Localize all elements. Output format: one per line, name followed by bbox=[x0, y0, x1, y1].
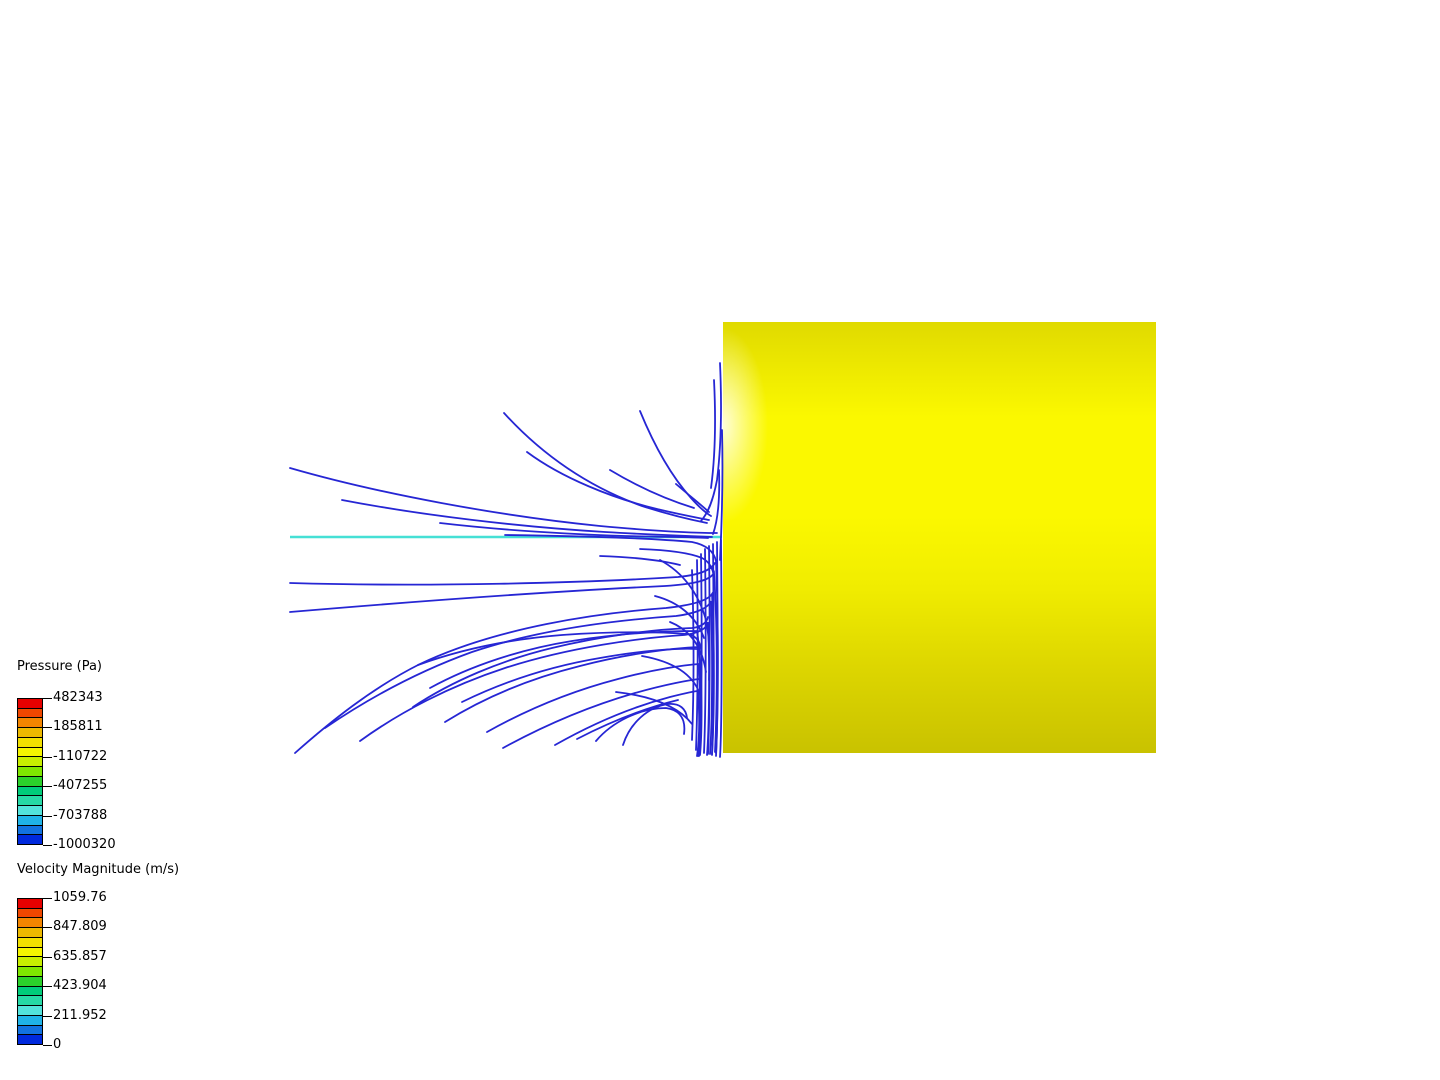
pressure-tickmarks bbox=[43, 698, 52, 846]
streamline bbox=[659, 559, 711, 681]
streamline bbox=[526, 451, 710, 521]
pressure-tick-label: -110722 bbox=[53, 748, 108, 764]
streamline bbox=[691, 569, 695, 741]
pressure-legend: Pressure (Pa) 482343 185811 -110722 -407… bbox=[17, 659, 227, 869]
velocity-tick-label: 1059.76 bbox=[53, 890, 107, 905]
velocity-tick-label: 423.904 bbox=[53, 978, 107, 994]
streamline bbox=[412, 616, 709, 708]
streamline bbox=[699, 553, 703, 753]
pressure-tick-label: 482343 bbox=[53, 690, 103, 705]
streamline bbox=[502, 678, 700, 749]
streamline bbox=[609, 469, 695, 509]
streamline bbox=[710, 379, 716, 489]
streamline bbox=[461, 647, 698, 703]
pressure-tick-label: -703788 bbox=[53, 807, 108, 823]
streamline bbox=[615, 691, 693, 725]
streamline bbox=[289, 562, 716, 586]
velocity-tick-label: 847.809 bbox=[53, 919, 107, 935]
pressure-tick-label: -1000320 bbox=[53, 836, 116, 852]
streamline bbox=[669, 621, 707, 673]
streamline bbox=[324, 600, 713, 755]
velocity-colorbar bbox=[17, 898, 43, 1045]
streamline bbox=[695, 559, 699, 751]
streamline bbox=[700, 362, 722, 522]
streamline bbox=[595, 707, 686, 742]
velocity-tick-label: 211.952 bbox=[53, 1007, 107, 1023]
pressure-legend-title: Pressure (Pa) bbox=[17, 659, 103, 674]
streamline bbox=[703, 548, 707, 754]
streamline bbox=[599, 555, 681, 566]
streamline bbox=[654, 595, 705, 639]
streamline bbox=[576, 699, 679, 740]
streamline bbox=[359, 621, 710, 756]
pressure-ticklabels: 482343 185811 -110722 -407255 -703788 -1… bbox=[53, 690, 116, 853]
streamline bbox=[439, 522, 709, 539]
velocity-tick-label: 0 bbox=[53, 1036, 62, 1052]
streamline bbox=[486, 663, 701, 757]
streamline bbox=[341, 499, 713, 538]
pressure-tick-label: -407255 bbox=[53, 778, 108, 794]
streamline bbox=[719, 539, 723, 758]
streamline bbox=[622, 703, 688, 746]
streamline bbox=[712, 469, 721, 535]
streamline bbox=[503, 412, 708, 524]
velocity-legend: Velocity Magnitude (m/s) 1059.76 847.809… bbox=[17, 862, 227, 1072]
pressure-colorbar bbox=[17, 698, 43, 845]
cylinder-geometry[interactable] bbox=[723, 322, 1156, 753]
streamline bbox=[711, 543, 715, 756]
streamline bbox=[715, 541, 719, 757]
velocity-tick-label: 635.857 bbox=[53, 948, 107, 964]
streamline bbox=[641, 655, 701, 695]
streamline bbox=[289, 467, 718, 534]
streamline bbox=[639, 410, 712, 517]
velocity-tickmarks bbox=[43, 898, 52, 1046]
velocity-legend-title: Velocity Magnitude (m/s) bbox=[17, 862, 180, 877]
streamline bbox=[554, 690, 700, 757]
velocity-ticklabels: 1059.76 847.809 635.857 423.904 211.952 … bbox=[53, 890, 107, 1053]
pressure-tick-label: 185811 bbox=[53, 719, 103, 735]
